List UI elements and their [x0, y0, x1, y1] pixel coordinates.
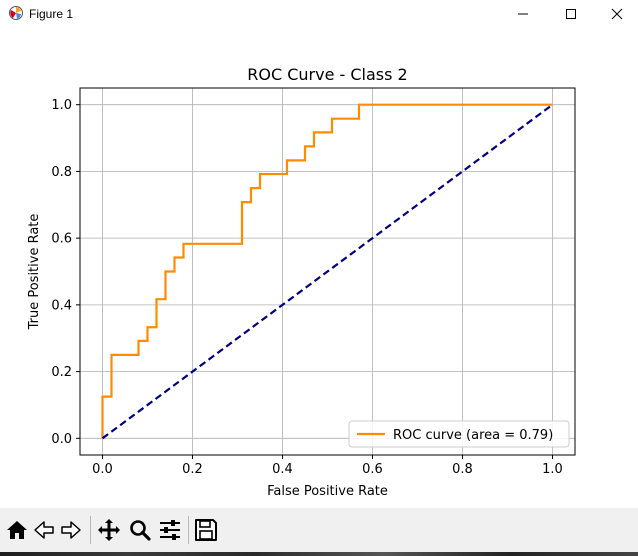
y-axis-label: True Positive Rate: [27, 214, 42, 331]
maximize-icon: [566, 9, 576, 19]
matplotlib-icon: [9, 6, 23, 20]
chart-title: ROC Curve - Class 2: [247, 65, 407, 84]
close-icon: [611, 8, 623, 20]
toolbar-separator: [90, 516, 91, 544]
axes-frame: [79, 87, 576, 456]
window-titlebar: Figure 1: [0, 0, 638, 28]
x-tick-label: 0.2: [182, 462, 203, 477]
y-tick-label: 0.6: [51, 232, 72, 247]
x-tick-label: 1.0: [542, 462, 563, 477]
legend-label: ROC curve (area = 0.79): [393, 428, 553, 443]
x-tick-label: 0.6: [362, 462, 383, 477]
figure-canvas: 0.0 0.2 0.4 0.6 0.8 1.0 0.0 0.2 0.4 0.6 0.8 1.0 ROC …: [0, 28, 638, 508]
toolbar-separator: [188, 516, 189, 544]
navigation-toolbar: [0, 508, 638, 552]
roc-chart: 0.0 0.2 0.4 0.6 0.8 1.0 0.0 0.2 0.4 0.6 0.8 1.0 ROC …: [27, 65, 576, 499]
maximize-button[interactable]: [548, 0, 594, 28]
chance-diagonal-line: [101, 103, 554, 440]
x-tick-label: 0.0: [92, 462, 113, 477]
y-tick-label: 0.8: [51, 165, 72, 180]
close-button[interactable]: [594, 0, 638, 28]
y-tick-label: 1.0: [51, 98, 72, 113]
x-axis-label: False Positive Rate: [267, 484, 388, 499]
configure-subplots-icon[interactable]: [157, 517, 183, 543]
x-tick-label: 0.8: [452, 462, 473, 477]
y-tick-label: 0.2: [51, 365, 72, 380]
save-icon[interactable]: [193, 517, 219, 543]
back-arrow-icon[interactable]: [31, 517, 57, 543]
legend-box: [348, 420, 570, 448]
pan-icon[interactable]: [96, 517, 122, 543]
y-tick-label: 0.0: [51, 432, 72, 447]
zoom-icon[interactable]: [127, 517, 153, 543]
home-icon[interactable]: [4, 517, 30, 543]
x-tick-label: 0.4: [272, 462, 293, 477]
y-tick-label: 0.4: [51, 298, 72, 313]
taskbar-strip: [0, 552, 638, 556]
window-title: Figure 1: [29, 7, 74, 21]
forward-arrow-icon[interactable]: [58, 517, 84, 543]
minimize-button[interactable]: [500, 0, 546, 28]
roc-curve-line: [101, 103, 553, 439]
minimize-icon: [518, 13, 528, 15]
